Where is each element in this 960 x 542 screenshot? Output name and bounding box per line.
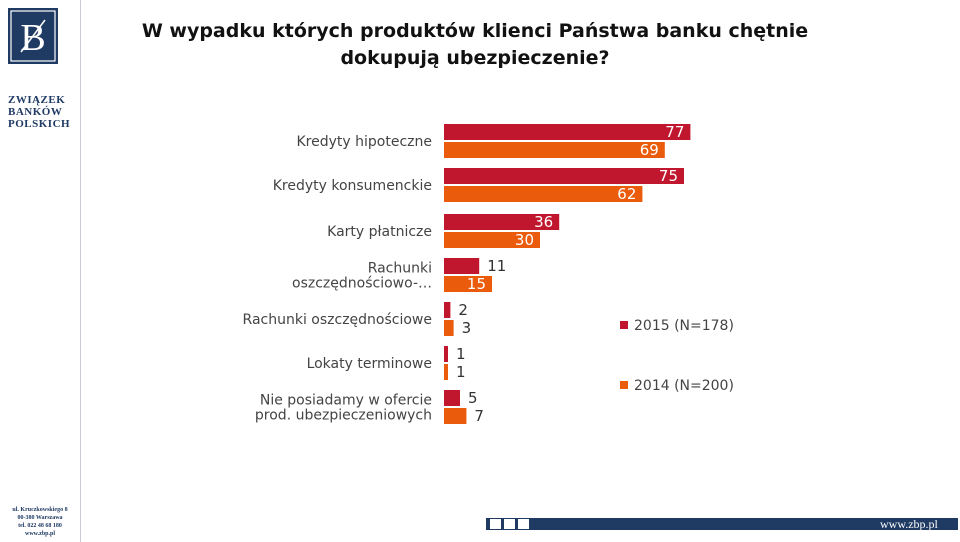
bar [444,258,480,274]
data-label: 1 [456,363,466,381]
bar [444,390,460,406]
data-label: 77 [665,123,684,141]
bar [444,320,454,336]
bar [444,124,691,140]
legend-swatch [620,381,628,389]
org-name-line: ZWIĄZEK [8,94,66,106]
category-label: Rachunki oszczędnościowe [243,312,432,328]
chart-title: W wypadku których produktów klienci Pańs… [141,20,809,69]
category-label: Nie posiadamy w ofercie [260,393,432,409]
bar [444,346,448,362]
data-label: 5 [468,389,478,407]
data-label: 30 [515,231,534,249]
data-label: 11 [487,257,506,275]
address-line: www.zbp.pl [24,531,55,537]
data-label: 3 [462,319,472,337]
data-label: 15 [467,275,486,293]
category-label: Lokaty terminowe [307,356,432,372]
data-label: 69 [640,141,659,159]
footer-decor-square [504,519,515,529]
footer-decor-square [518,519,529,529]
category-label: Kredyty hipoteczne [297,134,433,150]
footer-decor-square [490,519,501,529]
sidebar: B ZWIĄZEK BANKÓW POLSKICH ul. Kruczkowsk… [0,0,81,542]
bar [444,302,451,318]
bar [444,276,492,292]
bar [444,214,560,230]
address-line: tel. 022 48 68 180 [18,523,62,529]
legend-swatch [620,321,628,329]
category-label: Kredyty konsumenckie [273,178,432,194]
footer-bar [486,518,958,530]
data-label: 2 [458,301,468,319]
data-label: 1 [456,345,466,363]
bar [444,186,643,202]
address-line: ul. Kruczkowskiego 8 [12,507,68,513]
category-label: oszczędnościowo-… [292,276,432,292]
data-label: 7 [474,407,484,425]
legend-label: 2015 (N=178) [634,318,734,334]
bar [444,408,467,424]
org-name-line: BANKÓW [8,106,63,118]
zbp-logo-icon: B [8,8,58,64]
bar [444,364,448,380]
category-label: prod. ubezpieczeniowych [255,408,432,424]
org-name: ZWIĄZEK BANKÓW POLSKICH [8,94,74,130]
address-line: 00-380 Warszawa [17,515,63,521]
data-label: 36 [534,213,553,231]
legend-label: 2014 (N=200) [634,378,734,394]
data-label: 62 [617,185,636,203]
category-label: Rachunki [368,261,432,277]
footer-url[interactable]: www.zbp.pl [880,517,938,531]
bar [444,142,665,158]
bar [444,232,540,248]
bar [444,168,684,184]
data-label: 75 [659,167,678,185]
category-label: Karty płatnicze [327,224,432,240]
org-name-line: POLSKICH [8,118,71,130]
address-block: ul. Kruczkowskiego 8 00-380 Warszawa tel… [0,506,80,538]
